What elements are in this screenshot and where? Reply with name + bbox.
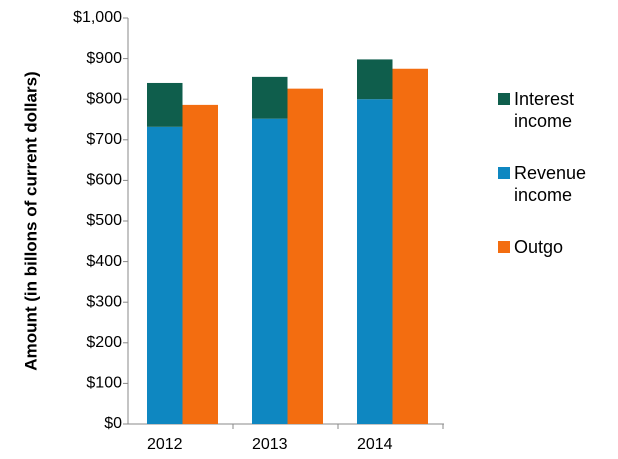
legend-label: Revenue income xyxy=(514,163,587,205)
legend-swatch xyxy=(498,241,510,253)
bar xyxy=(357,59,393,100)
legend-swatch xyxy=(498,93,510,105)
y-tick-label: $500 xyxy=(86,212,122,229)
bar xyxy=(147,126,183,425)
x-tick-label: 2012 xyxy=(147,436,183,453)
y-tick-label: $1,000 xyxy=(73,9,122,26)
legend-label: Interest income xyxy=(514,89,575,131)
legend-swatch xyxy=(498,167,510,179)
bar xyxy=(252,76,288,119)
y-tick-label: $100 xyxy=(86,375,122,392)
y-axis-label: Amount (in billons of current dollars) xyxy=(21,71,40,370)
bar xyxy=(357,99,393,424)
x-tick-label: 2014 xyxy=(357,436,393,453)
y-tick-label: $400 xyxy=(86,253,122,270)
legend-label: Outgo xyxy=(514,237,564,257)
y-tick-label: $600 xyxy=(86,172,122,189)
x-tick-label: 2013 xyxy=(252,436,288,453)
y-tick-label: $900 xyxy=(86,50,122,67)
legend-item: Revenue income xyxy=(498,162,613,206)
legend-item: Outgo xyxy=(498,236,613,258)
y-tick-label: $700 xyxy=(86,131,122,148)
y-tick-label: $0 xyxy=(104,415,122,432)
bar xyxy=(147,82,183,127)
bar xyxy=(392,68,428,424)
bar xyxy=(182,104,218,424)
bar xyxy=(252,118,288,425)
y-tick-label: $200 xyxy=(86,334,122,351)
legend-item: Interest income xyxy=(498,88,613,132)
y-tick-label: $300 xyxy=(86,293,122,310)
bar xyxy=(287,88,323,425)
y-tick-label: $800 xyxy=(86,90,122,107)
legend: Interest income Revenue income Outgo xyxy=(498,88,613,288)
